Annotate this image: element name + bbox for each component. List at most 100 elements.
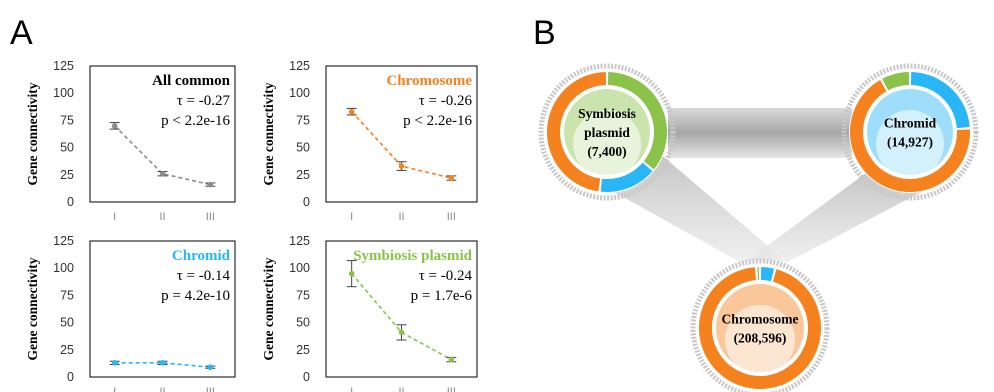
y-tick-label: 50 (60, 316, 74, 330)
x-tick-label: II (159, 386, 165, 392)
node-halo (690, 258, 830, 392)
subplot-title: Chromosome (386, 73, 472, 89)
x-tick-label: II (159, 211, 165, 223)
y-tick-label: 125 (289, 234, 310, 248)
y-tick-label: 100 (53, 261, 74, 275)
data-point (111, 360, 118, 366)
x-tick-label: I (350, 386, 353, 392)
y-tick-label: 0 (67, 370, 74, 384)
series-line (114, 125, 211, 186)
y-tick-label: 50 (296, 316, 310, 330)
series-line (114, 362, 211, 369)
p-value-stat: p = 4.2e-10 (161, 288, 230, 304)
data-point (448, 175, 455, 181)
y-axis-label: Gene connectivity (25, 82, 40, 185)
ring-segment (600, 162, 653, 192)
subplot-title: All common (152, 73, 231, 89)
tau-stat: τ = -0.26 (419, 93, 473, 109)
y-tick-label: 100 (289, 261, 310, 275)
y-tick-label: 75 (296, 288, 310, 302)
y-tick-label: 25 (60, 343, 74, 357)
x-tick-label: I (113, 386, 116, 392)
node-label: (208,596) (734, 331, 787, 346)
x-tick-label: II (398, 386, 404, 392)
node-halo (841, 63, 979, 201)
node-label: plasmid (584, 125, 630, 140)
plot-frame (325, 65, 478, 203)
panel-a-letter: A (10, 14, 33, 52)
subplot-title: Chromid (172, 248, 231, 264)
ring-segment (757, 267, 760, 281)
p-value-stat: p < 2.2e-16 (403, 113, 472, 129)
y-tick-label: 25 (296, 168, 310, 182)
data-point (398, 329, 405, 336)
series-line (351, 273, 452, 361)
node-chromosome: Chromosome (208,596) (690, 258, 830, 392)
node-label: (14,927) (887, 135, 933, 150)
data-point (207, 364, 214, 371)
y-tick-label: 125 (53, 59, 74, 73)
y-tick-label: 75 (60, 113, 74, 127)
node-label: Chromosome (722, 312, 799, 327)
ring-segment (760, 267, 774, 282)
data-point (348, 108, 355, 115)
network-diagram: Symbiosisplasmid(7,400)Chromid(14,927)Ch… (538, 63, 979, 392)
y-tick-label: 125 (289, 59, 310, 73)
plot-frame (325, 240, 478, 378)
p-value-stat: p < 2.2e-16 (161, 113, 230, 129)
data-point (111, 123, 118, 129)
y-tick-label: 0 (303, 370, 310, 384)
y-tick-label: 50 (60, 141, 74, 155)
data-point (207, 181, 214, 188)
node-label: Symbiosis (578, 106, 636, 121)
y-tick-label: 100 (289, 86, 310, 100)
tau-stat: τ = -0.27 (177, 93, 231, 109)
node-symbiosis: Symbiosis plasmid (7,400) (538, 63, 676, 201)
node-label: Chromid (884, 116, 937, 131)
x-tick-label: III (447, 211, 456, 223)
ring-segment (910, 72, 970, 129)
data-point (159, 170, 166, 177)
p-value-stat: p = 1.7e-6 (411, 288, 473, 304)
node-core-highlight (876, 110, 944, 178)
data-point (448, 356, 455, 363)
ring-segment (882, 72, 910, 91)
ring-segment (547, 72, 607, 192)
data-point (348, 270, 355, 277)
y-tick-label: 100 (53, 86, 74, 100)
x-tick-label: III (206, 386, 215, 392)
subplot-title: Symbiosis plasmid (353, 248, 472, 264)
y-tick-label: 25 (296, 343, 310, 357)
link-symbiosis-chromid (668, 108, 852, 158)
y-tick-label: 0 (303, 195, 310, 209)
x-tick-label: II (398, 211, 404, 223)
node-halo (538, 63, 676, 201)
x-tick-label: I (350, 211, 353, 223)
link-chromid-chromosome (748, 170, 948, 262)
panel-b-letter: B (533, 14, 556, 52)
ring-segment (607, 72, 667, 170)
y-axis-label: Gene connectivity (25, 257, 40, 360)
tau-stat: τ = -0.24 (419, 268, 473, 284)
y-tick-label: 50 (296, 141, 310, 155)
x-tick-label: III (447, 386, 456, 392)
y-tick-label: 75 (60, 288, 74, 302)
x-tick-label: III (206, 211, 215, 223)
data-point (159, 360, 166, 366)
y-axis-label: Gene connectivity (261, 257, 276, 360)
y-axis-label: Gene connectivity (261, 82, 276, 185)
plot-frame (89, 65, 236, 203)
node-label: (7,400) (587, 144, 626, 159)
data-point (398, 163, 405, 169)
x-tick-label: I (113, 211, 116, 223)
node-chromid: Chromid (14,927) (841, 63, 979, 201)
y-tick-label: 125 (53, 234, 74, 248)
node-core-highlight (573, 110, 641, 178)
plot-frame (89, 240, 236, 378)
